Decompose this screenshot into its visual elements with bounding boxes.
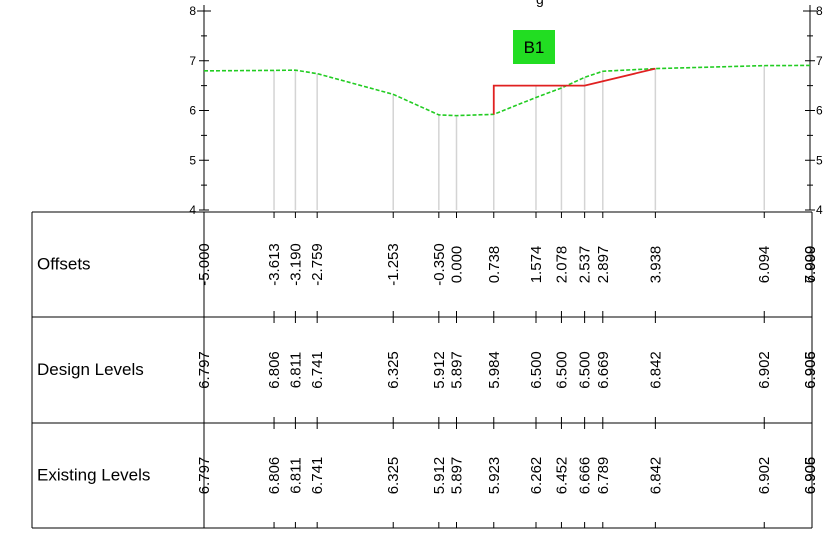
y-tick-label-right: 5 — [816, 153, 823, 167]
design-level-value: 6.797 — [196, 351, 213, 389]
chart-title: g — [536, 0, 544, 7]
existing-level-value: 6.325 — [385, 457, 402, 495]
offset-value: 0.000 — [449, 246, 466, 284]
table-row-header: Offsets — [37, 255, 91, 274]
offset-value: 2.537 — [577, 246, 594, 284]
existing-level-value: 6.741 — [309, 457, 326, 495]
offset-value: -1.253 — [385, 243, 402, 286]
offset-value: 3.938 — [647, 246, 664, 284]
design-level-value: 6.500 — [528, 351, 545, 389]
design-level-value: 6.325 — [385, 351, 402, 389]
offset-value: -0.350 — [431, 243, 448, 286]
axes: 4 4 5 5 6 6 7 7 8 8 — [189, 4, 823, 217]
design-level-value: 6.500 — [553, 351, 570, 389]
existing-level-value: 6.452 — [553, 457, 570, 495]
offset-value: 2.078 — [553, 246, 570, 284]
design-level-value: 6.741 — [309, 351, 326, 389]
y-tick-label-left: 4 — [189, 203, 196, 217]
offset-value: 0.738 — [486, 246, 503, 284]
design-level-value-overlap: 6.905 — [802, 351, 819, 389]
design-level-value: 6.902 — [756, 351, 773, 389]
existing-level-value: 6.806 — [266, 457, 283, 495]
existing-level-value: 6.666 — [577, 457, 594, 495]
design-level-value: 6.842 — [647, 351, 664, 389]
existing-level-value: 5.897 — [449, 457, 466, 495]
existing-level-value: 5.923 — [486, 457, 503, 495]
design-level-value: 5.912 — [431, 351, 448, 389]
offset-value: -3.190 — [287, 243, 304, 286]
existing-level-value: 6.797 — [196, 457, 213, 495]
design-level-value: 6.500 — [577, 351, 594, 389]
design-level-value: 6.811 — [287, 352, 304, 388]
offset-value: 1.574 — [528, 246, 545, 284]
y-tick-label-right: 7 — [816, 54, 823, 68]
design-level-value: 6.669 — [595, 351, 612, 389]
offset-value: 6.094 — [756, 246, 773, 284]
existing-level-value: 6.811 — [287, 457, 304, 493]
design-line — [494, 69, 656, 115]
y-tick-label-left: 7 — [189, 54, 196, 68]
design-level-value: 5.984 — [486, 351, 503, 389]
offset-value: -2.759 — [309, 243, 326, 286]
existing-level-value: 6.262 — [528, 457, 545, 495]
table-row-header: Design Levels — [37, 360, 144, 379]
offset-value: -5.000 — [196, 243, 213, 286]
y-tick-label-right: 4 — [816, 203, 823, 217]
offset-value: -3.613 — [266, 243, 283, 286]
label-layer: gB1-5.000-3.613-3.190-2.759-1.253-0.3500… — [196, 0, 819, 494]
design-level-value: 6.806 — [266, 351, 283, 389]
section-label: B1 — [524, 38, 545, 57]
y-tick-label-left: 6 — [189, 104, 196, 118]
existing-level-value: 5.912 — [431, 457, 448, 495]
y-tick-label-left: 8 — [189, 4, 196, 18]
y-tick-label-right: 8 — [816, 4, 823, 18]
gridlines — [274, 66, 764, 210]
data-table: Offsets Design Levels Existing Levels — [32, 212, 812, 528]
y-tick-label-left: 5 — [189, 153, 196, 167]
existing-level-value: 6.789 — [595, 457, 612, 495]
existing-level-value-overlap: 6.905 — [802, 457, 819, 495]
table-row-header: Existing Levels — [37, 466, 150, 485]
y-tick-label-right: 6 — [816, 104, 823, 118]
existing-level-value: 6.842 — [647, 457, 664, 495]
offset-value-overlap: 6.999 — [802, 246, 819, 284]
offset-value: 2.897 — [595, 246, 612, 284]
design-level-value: 5.897 — [449, 351, 466, 389]
existing-level-value: 6.902 — [756, 457, 773, 495]
